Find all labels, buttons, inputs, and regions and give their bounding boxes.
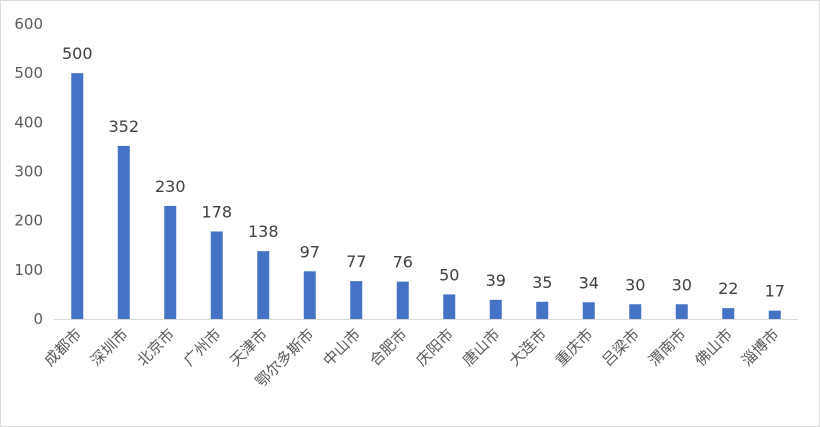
bar (303, 271, 316, 319)
data-label: 30 (625, 275, 645, 294)
category-label: 合肥市 (366, 325, 411, 370)
category-label: 成都市 (41, 325, 86, 370)
bar (117, 145, 130, 319)
data-label: 500 (62, 44, 93, 63)
bar (164, 205, 177, 319)
category-label: 庆阳市 (413, 325, 458, 370)
category-label: 中山市 (320, 325, 365, 370)
category-label: 大连市 (506, 325, 551, 370)
data-label: 30 (672, 275, 692, 294)
bar (675, 304, 688, 319)
bars (71, 73, 781, 320)
y-tick-label: 500 (14, 64, 43, 82)
category-label: 淄博市 (738, 325, 783, 370)
bar (489, 299, 502, 319)
category-label: 唐山市 (459, 325, 504, 370)
category-label: 重庆市 (552, 325, 597, 370)
bar (396, 281, 409, 319)
bar (210, 231, 223, 319)
y-tick-label: 100 (14, 261, 43, 279)
data-label: 76 (393, 253, 413, 272)
y-axis-ticks: 0 100 200 300 400 500 600 (14, 15, 43, 328)
y-tick-label: 300 (14, 163, 43, 181)
y-tick-label: 200 (14, 212, 43, 230)
bar (257, 251, 270, 319)
bar (722, 308, 735, 319)
data-label: 352 (108, 117, 139, 136)
category-label: 深圳市 (87, 325, 132, 370)
data-label: 178 (201, 202, 232, 221)
bar (536, 301, 549, 319)
bar (768, 310, 781, 319)
data-label: 77 (346, 252, 366, 271)
bar (582, 302, 595, 319)
data-label: 230 (155, 177, 186, 196)
data-labels: 500 352 230 178 138 97 77 76 50 39 35 34 30 30 22 17 (62, 44, 785, 300)
bar (350, 281, 363, 319)
category-label: 广州市 (180, 325, 225, 370)
category-label: 天津市 (227, 325, 272, 370)
y-tick-label: 400 (14, 113, 43, 131)
data-label: 50 (439, 265, 459, 284)
bar (629, 304, 642, 319)
data-label: 35 (532, 273, 552, 292)
data-label: 97 (300, 242, 320, 261)
category-label: 渭南市 (645, 325, 690, 370)
category-label: 吕梁市 (599, 325, 644, 370)
data-label: 22 (718, 279, 738, 298)
y-tick-label: 600 (14, 15, 43, 33)
bar (443, 294, 456, 319)
category-label: 佛山市 (692, 325, 737, 370)
bar (71, 73, 84, 320)
category-label: 北京市 (134, 325, 179, 370)
data-label: 138 (248, 222, 279, 241)
y-tick-label: 0 (33, 310, 43, 328)
data-label: 17 (765, 282, 785, 301)
data-label: 39 (486, 271, 506, 290)
data-label: 34 (579, 273, 599, 292)
